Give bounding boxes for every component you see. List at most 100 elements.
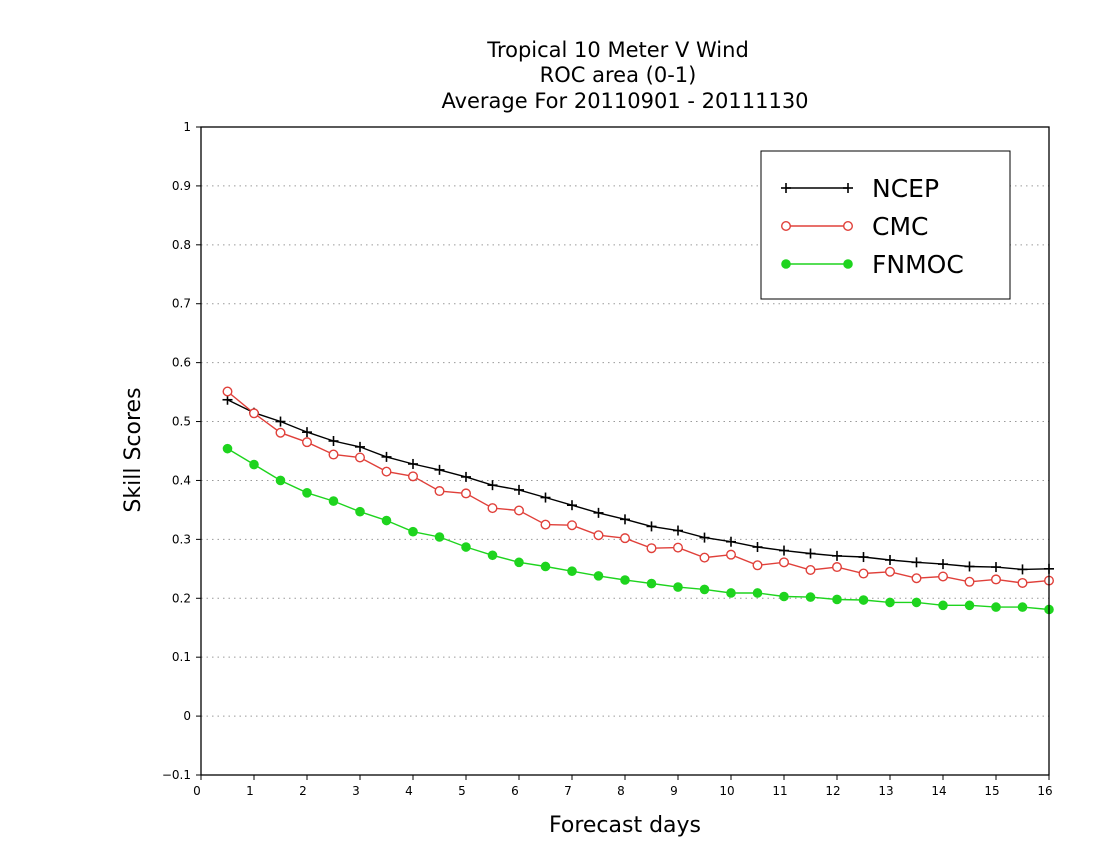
data-point-fnmoc (593, 571, 604, 581)
data-point-ncep (593, 507, 604, 518)
data-point-cmc (832, 562, 843, 573)
data-point-cmc (514, 505, 525, 516)
data-point-fnmoc (355, 506, 365, 517)
legend-marker (781, 220, 792, 231)
data-point-cmc (885, 566, 896, 577)
data-point-ncep (805, 548, 816, 559)
data-point-fnmoc (275, 475, 286, 486)
data-point-fnmoc (858, 595, 869, 605)
data-point-fnmoc (514, 557, 524, 568)
data-point-ncep (832, 550, 842, 561)
data-point-fnmoc (381, 515, 392, 526)
data-point-ncep (699, 532, 710, 543)
legend-marker (781, 259, 791, 269)
data-point-ncep (355, 441, 365, 452)
series-lines (222, 386, 1054, 615)
x-axis-label: Forecast days (549, 813, 701, 838)
y-tick-label: 0.6 (172, 356, 191, 370)
y-tick-label: 0.9 (172, 179, 191, 193)
data-point-ncep (408, 458, 418, 469)
series-ncep (222, 394, 1054, 575)
data-point-cmc (248, 408, 259, 419)
data-point-cmc (805, 564, 816, 575)
data-point-cmc (567, 520, 578, 531)
legend-label-fnmoc: FNMOC (872, 250, 964, 279)
data-point-ncep (646, 521, 657, 532)
data-point-fnmoc (805, 592, 816, 602)
data-point-cmc (434, 486, 445, 497)
data-point-fnmoc (779, 591, 789, 602)
data-point-ncep (964, 561, 975, 572)
x-axis-ticks: 0 1 2 3 4 5 6 7 8 9 10 11 12 13 14 15 16 (193, 775, 1053, 798)
data-point-cmc (1017, 577, 1028, 588)
chart-title: Tropical 10 Meter V Wind ROC area (0-1) … (441, 38, 808, 113)
data-point-fnmoc (752, 588, 763, 598)
data-point-ncep (938, 559, 948, 570)
data-point-ncep (567, 500, 577, 511)
data-point-fnmoc (540, 561, 551, 572)
y-tick-label: 0.5 (172, 415, 191, 429)
y-tick-label: 0.3 (172, 532, 191, 546)
data-point-ncep (911, 557, 922, 568)
data-point-ncep (885, 554, 895, 565)
data-point-cmc (461, 488, 472, 499)
data-point-cmc (673, 542, 684, 553)
data-point-ncep (620, 514, 630, 525)
data-point-ncep (1017, 564, 1028, 575)
x-tick-label: 6 (511, 784, 519, 798)
y-tick-label: 0.1 (172, 650, 191, 664)
legend-entry-fnmoc: FNMOC (781, 250, 964, 279)
y-tick-label: −0.1 (162, 768, 191, 782)
data-point-fnmoc (726, 588, 736, 598)
data-point-cmc (540, 519, 551, 530)
x-tick-label: 13 (878, 784, 893, 798)
data-point-fnmoc (699, 584, 710, 595)
series-cmc (222, 386, 1054, 588)
data-point-cmc (991, 574, 1002, 585)
data-point-cmc (911, 573, 922, 584)
data-point-ncep (991, 562, 1001, 573)
data-point-fnmoc (302, 488, 312, 498)
legend-entry-ncep: NCEP (781, 174, 939, 203)
data-point-cmc (620, 533, 631, 544)
data-point-fnmoc (461, 542, 471, 552)
data-point-fnmoc (434, 532, 445, 542)
chart-title-line-3: Average For 20110901 - 20111130 (441, 89, 808, 113)
data-point-cmc (858, 568, 869, 579)
data-point-cmc (726, 549, 737, 560)
data-point-ncep (514, 484, 524, 495)
legend-entry-cmc: CMC (781, 212, 928, 241)
y-tick-label: 0 (183, 709, 191, 723)
data-point-cmc (779, 557, 790, 568)
plot-frame (200, 126, 1050, 776)
data-point-fnmoc (646, 578, 657, 589)
x-tick-label: 3 (352, 784, 360, 798)
legend: NCEP CMC FNMOC (760, 150, 1011, 300)
data-point-ncep (434, 464, 445, 475)
data-point-cmc (593, 530, 604, 541)
legend-marker (843, 259, 853, 269)
data-point-fnmoc (249, 459, 259, 470)
data-point-cmc (752, 560, 763, 571)
series-line-cmc (227, 390, 1050, 584)
series-fnmoc (222, 443, 1054, 615)
x-tick-label: 9 (670, 784, 678, 798)
data-point-ncep (302, 427, 312, 438)
legend-box (760, 150, 1011, 300)
x-tick-label: 5 (458, 784, 466, 798)
data-point-fnmoc (911, 597, 922, 608)
legend-marker (843, 183, 853, 193)
data-point-cmc (487, 503, 498, 514)
data-point-fnmoc (832, 594, 842, 605)
data-point-fnmoc (991, 602, 1001, 612)
legend-label-cmc: CMC (872, 212, 928, 241)
x-tick-label: 2 (299, 784, 307, 798)
data-point-fnmoc (620, 575, 630, 585)
data-point-ncep (328, 435, 339, 446)
data-point-fnmoc (938, 600, 948, 611)
x-tick-label: 4 (405, 784, 413, 798)
data-point-cmc (355, 452, 366, 463)
x-tick-label: 10 (719, 784, 734, 798)
x-tick-label: 7 (564, 784, 572, 798)
